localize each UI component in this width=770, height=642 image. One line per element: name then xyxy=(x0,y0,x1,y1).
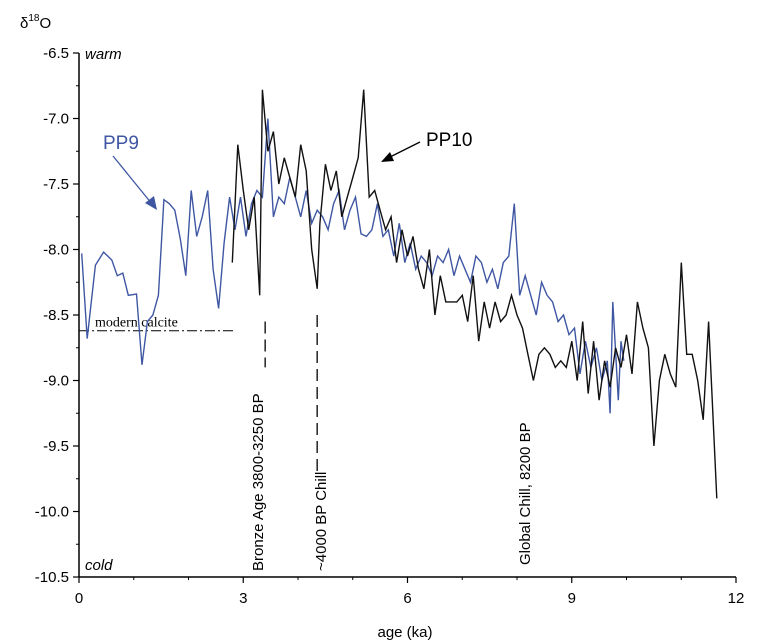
series-label-pp9: PP9 xyxy=(103,133,139,154)
y-tick-label: -9.5 xyxy=(43,438,69,455)
x-tick-label: 6 xyxy=(403,590,411,607)
y-tick-label: -7.5 xyxy=(43,176,69,193)
y-tick-label: -10.0 xyxy=(35,504,69,521)
y-tick-label: -8.0 xyxy=(43,242,69,259)
y-axis-label-sup: 18 xyxy=(28,13,40,24)
series-label-pp10: PP10 xyxy=(426,130,472,151)
y-axis-label: δ18O xyxy=(20,13,51,32)
pp10-arrow-line xyxy=(387,141,421,159)
y-ticks: -6.5 -7.0 -7.5 -8.0 -8.5 -9.0 -9.5 -10.0 -10.5 xyxy=(35,45,79,586)
x-tick-label: 12 xyxy=(728,590,745,607)
y-tick-label: -7.0 xyxy=(43,111,69,128)
x-tick-label: 3 xyxy=(239,590,247,607)
y-axis-label-tail: O xyxy=(39,15,51,32)
global-chill-label: Global Chill, 8200 BP xyxy=(517,422,534,565)
y-tick-label: -6.5 xyxy=(43,45,69,62)
x-tick-label: 9 xyxy=(568,590,576,607)
series-line-pp9 xyxy=(81,118,625,414)
cold-label: cold xyxy=(85,557,113,574)
x-axis-label: age (ka) xyxy=(377,624,432,641)
pp9-arrow-head xyxy=(145,196,157,210)
warm-label: warm xyxy=(85,46,122,63)
x-tick-label: 0 xyxy=(75,590,83,607)
bronze-age-label: Bronze Age 3800-3250 BP xyxy=(250,393,267,571)
y-tick-label: -9.0 xyxy=(43,373,69,390)
y-tick-label: -10.5 xyxy=(35,569,69,586)
series-line-pp10 xyxy=(231,89,718,499)
chill-4000-label: ~4000 BP Chill xyxy=(313,472,330,571)
modern-calcite-label: modern calcite xyxy=(95,316,178,331)
pp9-arrow-line xyxy=(112,155,153,205)
y-tick-label: -8.5 xyxy=(43,307,69,324)
x-ticks: 0 3 6 9 12 xyxy=(75,577,745,607)
pp10-arrow-head xyxy=(381,152,394,162)
y-axis-label-base: δ xyxy=(20,15,28,32)
